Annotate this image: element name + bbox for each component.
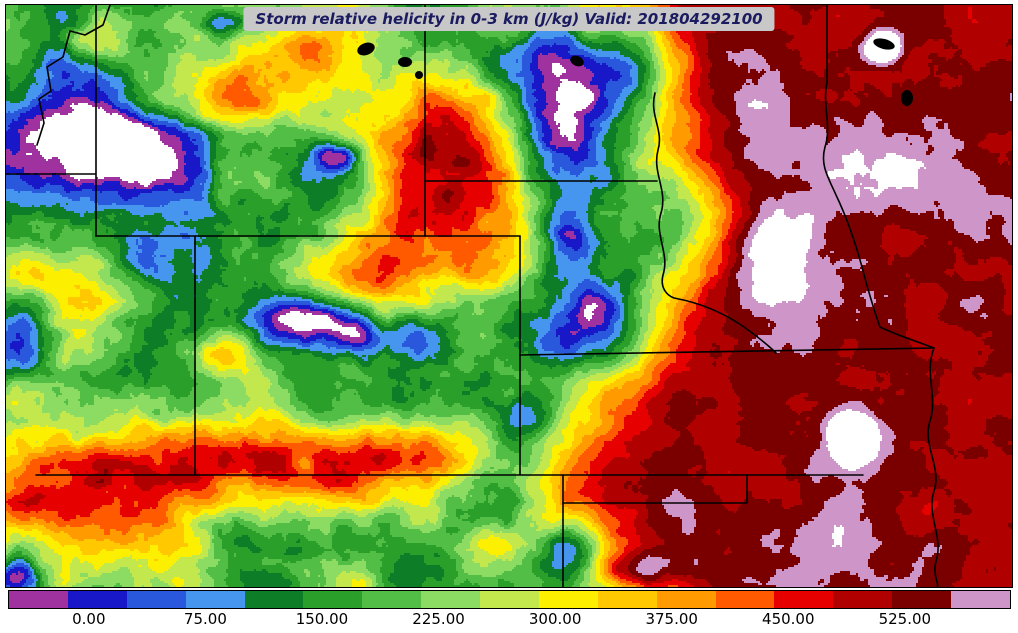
colorbar-tick-label: 525.00 <box>878 610 932 628</box>
lake-icon <box>415 71 423 79</box>
lakes-layer <box>357 38 913 106</box>
colorbar-segment <box>480 591 539 608</box>
colorbar-tick-label: 150.00 <box>295 610 349 628</box>
big-sioux-missouri-border <box>822 5 935 349</box>
colorbar-tick-label: 0.00 <box>72 610 106 628</box>
helicity-field-canvas <box>6 5 1012 587</box>
colorbar-segment <box>185 591 245 608</box>
state-borders <box>6 5 939 587</box>
lake-icon <box>873 38 895 50</box>
colorbar-segment <box>421 591 480 608</box>
colorbar-segment <box>656 591 716 608</box>
colorbar-segment <box>303 591 363 608</box>
utah-wyoming-borders <box>6 5 97 237</box>
colorbar-segment <box>715 591 775 608</box>
colorbar-segment <box>126 591 186 608</box>
oklahoma-panhandle-border <box>562 474 748 504</box>
state-borders-overlay <box>6 5 939 587</box>
nebraska-kansas-border <box>519 347 935 356</box>
colorbar-segment <box>597 591 657 608</box>
missouri-river-sd <box>652 92 777 354</box>
colorbar-tick-label: 375.00 <box>645 610 698 628</box>
lake-icon <box>398 57 412 67</box>
colorbar-segment <box>892 591 951 608</box>
colorbar-segment <box>951 591 1010 608</box>
colorbar-segment <box>9 591 68 608</box>
colorbar-tick-label: 225.00 <box>412 610 465 628</box>
lake-icon <box>357 42 375 56</box>
colorbar-segment <box>362 591 422 608</box>
colorbar-segment <box>67 591 127 608</box>
colorbar-segment <box>833 591 893 608</box>
lake-icon <box>570 55 584 67</box>
idaho-montana-border <box>36 5 111 146</box>
colorbar-ticks: 0.00 75.00 150.00 225.00 300.00 375.00 450.00 5… <box>8 610 1009 630</box>
colorbar-tick-label: 300.00 <box>528 610 582 628</box>
map-frame <box>5 4 1013 588</box>
missouri-river-south <box>927 347 939 587</box>
lake-icon <box>901 90 913 106</box>
colorbar-segment <box>774 591 834 608</box>
colorbar <box>8 590 1011 609</box>
colorbar-segment <box>538 591 598 608</box>
colorbar-tick-label: 75.00 <box>183 610 227 628</box>
map-title: Storm relative helicity in 0-3 km (J/kg)… <box>243 7 775 31</box>
colorbar-tick-label: 450.00 <box>762 610 815 628</box>
colorbar-segment <box>244 591 304 608</box>
